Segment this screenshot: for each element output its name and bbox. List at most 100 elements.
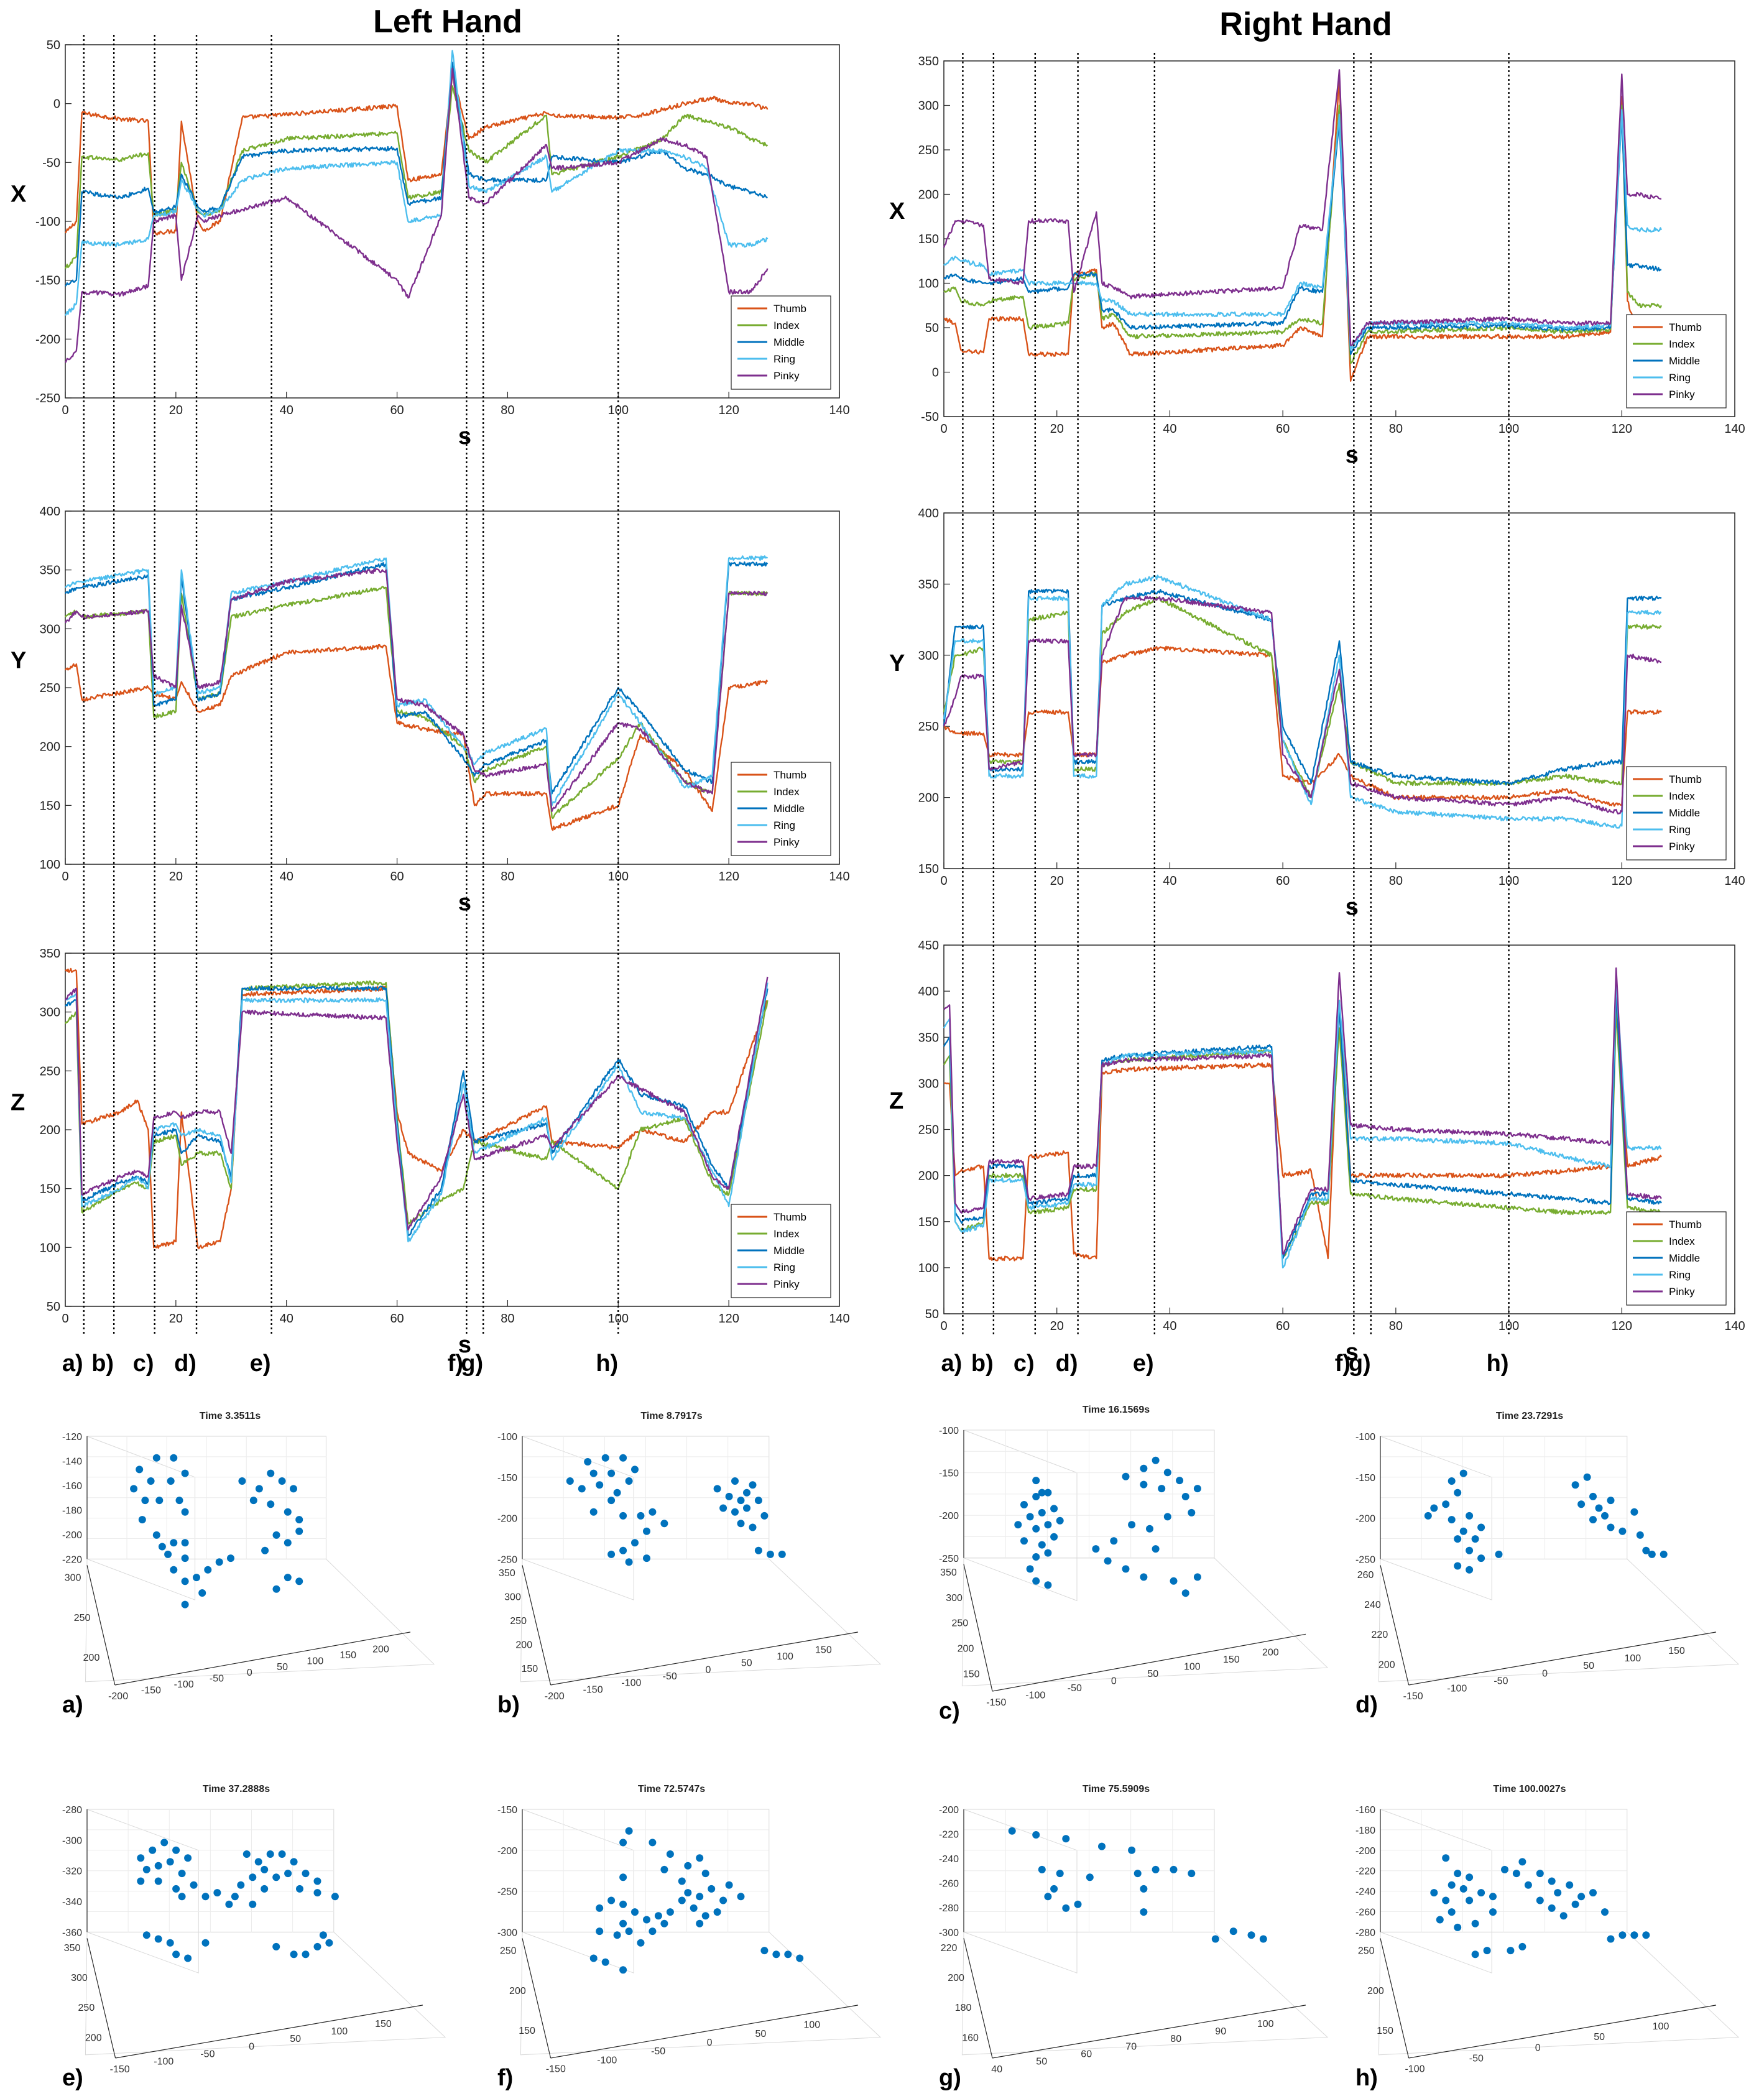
legend: Thumb Index Middle Ring Pinky: [731, 295, 831, 390]
x-tick-label: -50: [651, 2046, 665, 2057]
y-tick-label: 150: [522, 1664, 538, 1674]
scatter-point: [1032, 1577, 1040, 1585]
scatter-point: [1442, 1500, 1450, 1508]
legend-entry-ring: Ring: [773, 353, 795, 365]
x-tick-label: 60: [1276, 422, 1290, 436]
event-marker-label: d): [1056, 1350, 1078, 1377]
scatter-point: [725, 1881, 733, 1889]
scatter-panel-label: h): [1355, 2065, 1378, 2091]
x-tick-label: -100: [154, 2057, 173, 2067]
scatter-point: [302, 1950, 310, 1959]
scatter-point: [737, 1520, 745, 1528]
x-tick-label: -50: [210, 1674, 224, 1684]
z-tick-label: -300: [939, 1927, 959, 1938]
x-tick-label: -200: [545, 1691, 565, 1702]
scatter-point: [296, 1885, 303, 1893]
x-tick-label: 20: [169, 1312, 183, 1326]
y-tick-label: 200: [958, 1644, 974, 1655]
scatter-point: [1571, 1481, 1579, 1489]
scatter-point: [290, 1858, 298, 1866]
scatter-point: [255, 1485, 263, 1493]
scatter-point: [1128, 1846, 1136, 1854]
scatter-point: [1140, 1573, 1148, 1581]
scatter-point: [1536, 1870, 1544, 1878]
z-tick-label: -340: [62, 1897, 82, 1908]
y-tick-label: 200: [40, 741, 60, 754]
scatter-point: [1086, 1873, 1094, 1881]
scatter-point: [596, 1481, 604, 1489]
scatter-point: [631, 1908, 639, 1916]
z-tick-label: -280: [939, 1903, 959, 1914]
z-tick-label: -150: [939, 1469, 959, 1479]
y-tick-label: 300: [946, 1593, 963, 1604]
scatter-point: [284, 1574, 292, 1582]
scatter-point: [284, 1539, 292, 1547]
x-axis-line: [550, 1632, 859, 1686]
y-tick-label: 200: [1367, 1986, 1384, 1996]
scatter-point: [1477, 1554, 1485, 1562]
x-tick-label: 0: [940, 874, 947, 888]
scatter-point: [619, 1454, 627, 1462]
scatter-point: [1152, 1456, 1160, 1464]
scatter-point: [619, 1873, 627, 1881]
legend-entry-middle: Middle: [1669, 355, 1700, 367]
scatter-point: [142, 1865, 150, 1873]
left-hand-title: Left Hand: [373, 4, 522, 40]
scatter-point: [1507, 1947, 1515, 1955]
scatter-point: [607, 1469, 616, 1477]
series-line-thumb: [943, 645, 1662, 807]
scatter-point: [267, 1500, 275, 1508]
scatter-point: [1152, 1865, 1160, 1873]
scatter-point: [1050, 1885, 1058, 1893]
scatter-point: [749, 1523, 757, 1531]
scatter-point: [1128, 1521, 1136, 1529]
x-tick-label: 20: [1050, 874, 1064, 888]
scatter-point: [678, 1877, 686, 1885]
scatter-point: [158, 1543, 166, 1551]
scatter-point: [1619, 1931, 1627, 1939]
y-tick-label: 300: [65, 1573, 81, 1584]
x-tick-label: 0: [249, 2041, 254, 2052]
scatter-point: [130, 1485, 138, 1493]
y-tick-label: 150: [918, 862, 939, 876]
legend-entry-middle: Middle: [773, 803, 805, 815]
z-tick-label: -360: [62, 1927, 82, 1938]
y-tick-label: 400: [40, 505, 60, 519]
x-tick-label: -100: [174, 1679, 194, 1690]
scatter-point: [684, 1862, 692, 1870]
scatter-title: Time 16.1569s: [1083, 1405, 1150, 1415]
event-marker-label: f): [1335, 1350, 1351, 1377]
z-tick-label: -220: [939, 1829, 959, 1840]
x-tick-label: -50: [1494, 1676, 1508, 1686]
scatter-b-panel: Time 8.7917s -100 -150 -200 -250 350 300 250 200…: [497, 1411, 882, 1718]
scatter-point: [1607, 1523, 1615, 1531]
y-tick-label: 250: [918, 720, 939, 734]
scatter-point: [136, 1466, 144, 1474]
y-tick-label: 400: [918, 507, 939, 520]
scatter-point: [1548, 1877, 1556, 1885]
x-tick-label: 140: [829, 870, 849, 884]
y-tick-label: 350: [918, 55, 939, 68]
y-axis-label: Y: [11, 648, 26, 674]
x-tick-label: -150: [583, 1684, 603, 1695]
x-tick-label: 40: [991, 2064, 1002, 2075]
scatter-point: [1430, 1889, 1438, 1897]
y-axis-label: Y: [889, 650, 905, 676]
scatter-point: [152, 1454, 160, 1462]
y-tick-label: 350: [40, 947, 60, 961]
z-tick-label: -200: [939, 1511, 959, 1521]
scatter-point: [141, 1497, 149, 1505]
scatter-point: [142, 1931, 150, 1939]
scatter-point: [637, 1512, 645, 1520]
scatter-point: [619, 1512, 627, 1520]
scatter-point: [1466, 1873, 1474, 1881]
y-tick-label: 100: [918, 1262, 939, 1275]
scatter-point: [172, 1885, 180, 1893]
scatter-point: [272, 1531, 280, 1539]
scatter-point: [1092, 1545, 1100, 1553]
scatter-point: [170, 1566, 178, 1574]
series-line-pinky: [943, 69, 1662, 346]
x-tick-label: 100: [1184, 1662, 1201, 1673]
x-tick-label: 40: [280, 1312, 293, 1326]
